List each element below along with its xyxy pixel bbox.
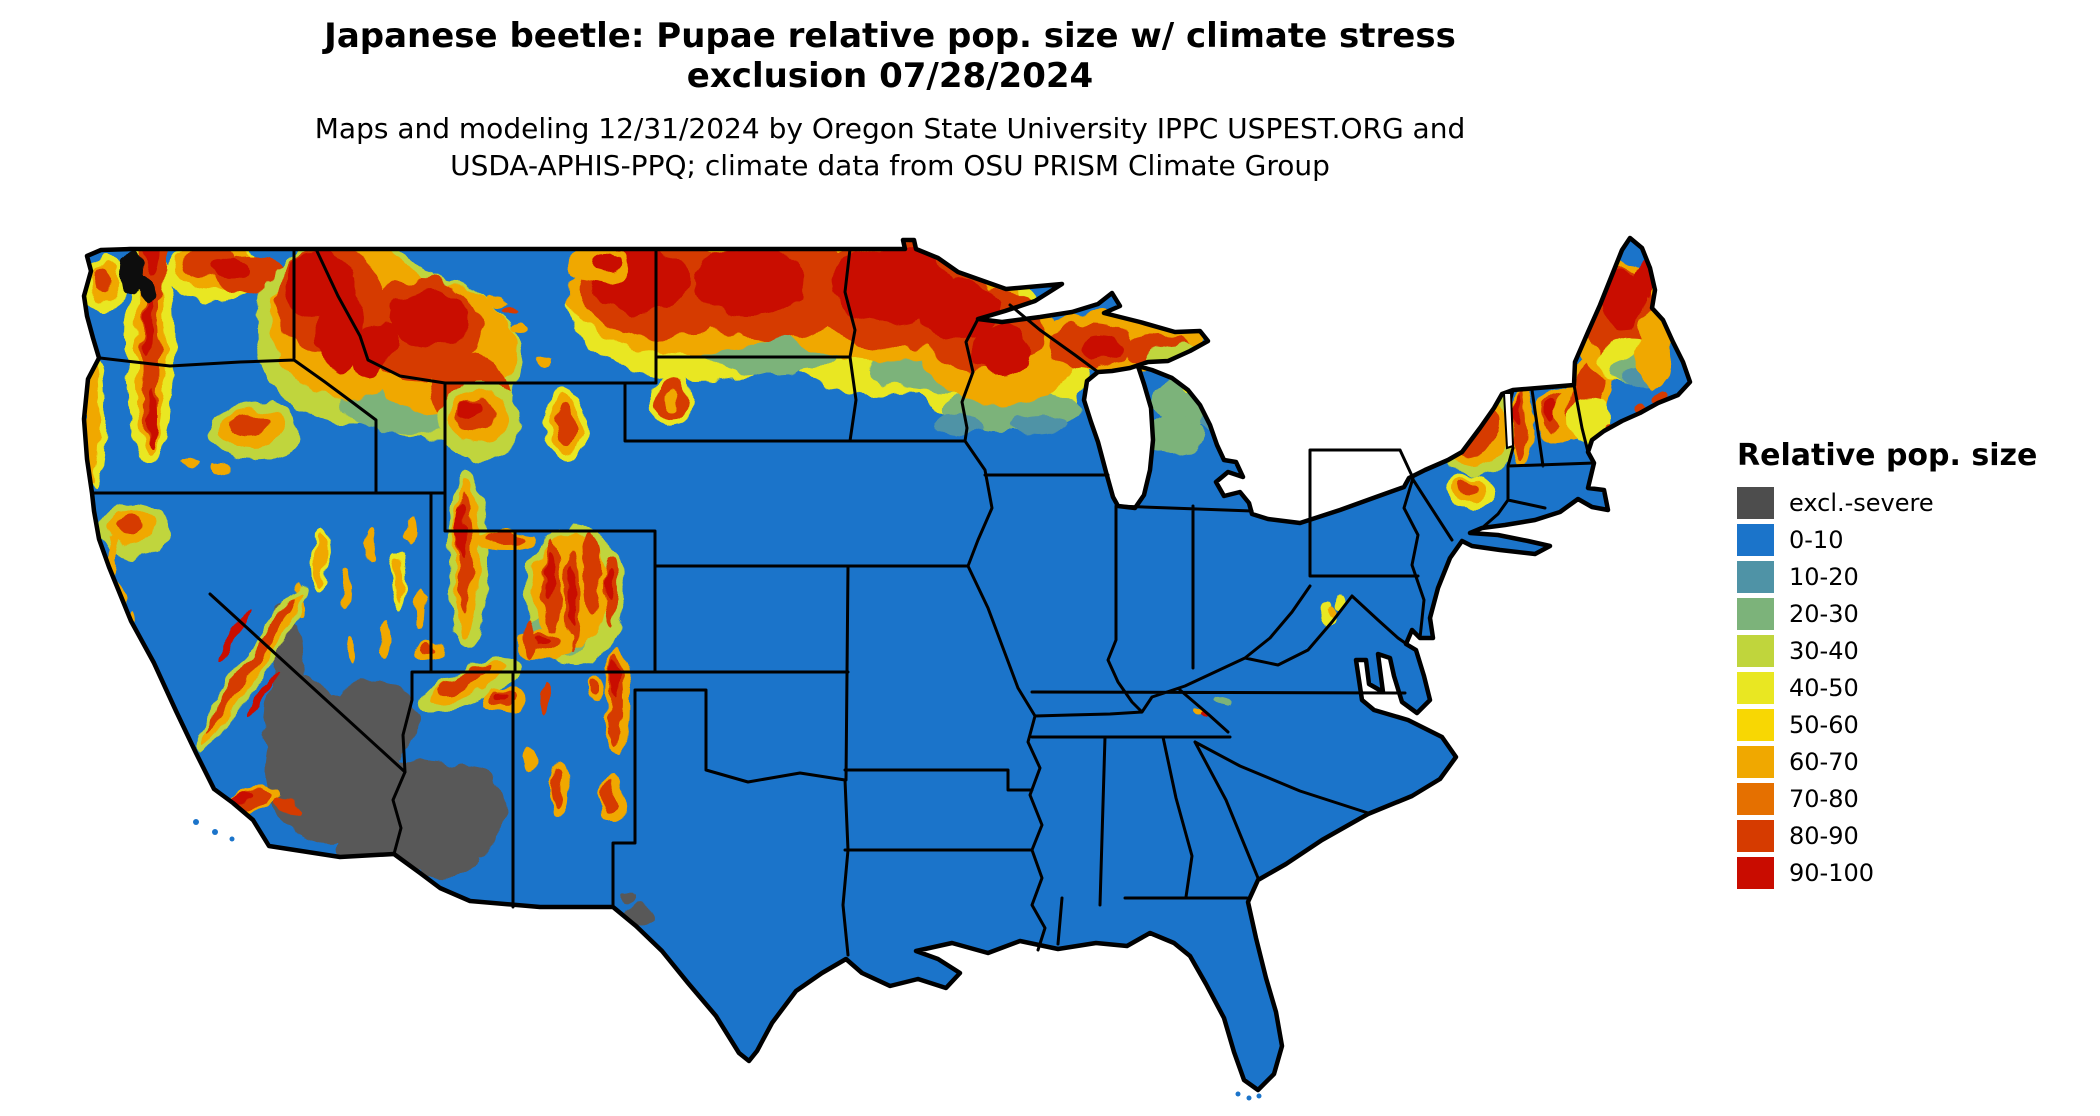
legend: Relative pop. size excl.-severe 0-10 10-20… [1737,438,2037,894]
legend-row: 10-20 [1737,561,2037,593]
legend-swatch [1737,672,1774,704]
legend-row: 70-80 [1737,783,2037,815]
legend-label: 80-90 [1789,822,1859,850]
legend-swatch [1737,857,1774,889]
legend-row: excl.-severe [1737,487,2037,519]
legend-label: 30-40 [1789,637,1859,665]
legend-label: 20-30 [1789,600,1859,628]
legend-label: 60-70 [1789,748,1859,776]
florida-keys [1235,1091,1262,1101]
legend-swatch [1737,746,1774,778]
map-title-line1: Japanese beetle: Pupae relative pop. siz… [324,16,1456,56]
legend-row: 80-90 [1737,820,2037,852]
legend-swatch [1737,635,1774,667]
legend-label: 40-50 [1789,674,1859,702]
legend-row: 40-50 [1737,672,2037,704]
legend-row: 60-70 [1737,746,2037,778]
legend-row: 50-60 [1737,709,2037,741]
header: Japanese beetle: Pupae relative pop. siz… [0,16,1780,184]
legend-swatch [1737,561,1774,593]
legend-row: 90-100 [1737,857,2037,889]
legend-swatch [1737,783,1774,815]
legend-title: Relative pop. size [1737,438,2038,473]
legend-label: 70-80 [1789,785,1859,813]
map-title-line2: exclusion 07/28/2024 [686,56,1094,96]
legend-row: 30-40 [1737,635,2037,667]
legend-swatch [1737,487,1774,519]
map-subtitle-line2: USDA-APHIS-PPQ; climate data from OSU PR… [450,149,1330,182]
legend-row: 0-10 [1737,524,2037,556]
legend-label: 10-20 [1789,563,1859,591]
legend-row: 20-30 [1737,598,2037,630]
legend-label: excl.-severe [1789,489,1934,517]
legend-label: 90-100 [1789,859,1875,887]
map-subtitle-line1: Maps and modeling 12/31/2024 by Oregon S… [314,112,1466,145]
population-heat-raster [85,238,1673,925]
legend-rows: excl.-severe 0-10 10-20 20-30 30-40 40-50 50-6… [1737,487,2037,889]
legend-label: 50-60 [1789,711,1859,739]
legend-swatch [1737,598,1774,630]
legend-swatch [1737,524,1774,556]
map-subtitle: Maps and modeling 12/31/2024 by Oregon S… [0,110,1780,184]
channel-islands [193,819,235,842]
lake-champlain [1502,392,1515,450]
legend-label: 0-10 [1789,526,1844,554]
legend-swatch [1737,709,1774,741]
legend-swatch [1737,820,1774,852]
